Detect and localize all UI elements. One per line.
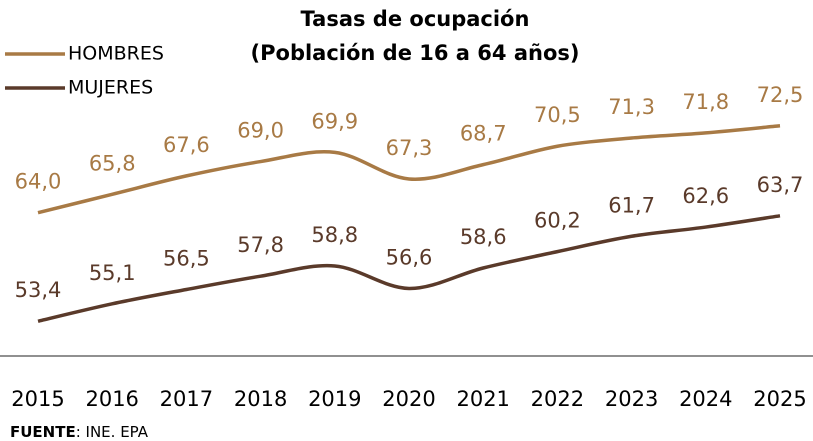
x-tick-label: 2023 [605,387,658,411]
line [37,214,781,323]
legend-label: HOMBRES [68,43,164,65]
source: FUENTE: INE. EPA [10,423,149,441]
data-label: 53,4 [15,278,62,302]
source-label: FUENTE [10,423,76,441]
x-tick-label: 2017 [160,387,213,411]
x-tick-label: 2025 [753,387,806,411]
chart-title: Tasas de ocupación [301,7,530,31]
x-tick-label: 2018 [234,387,287,411]
data-label: 63,7 [757,173,804,197]
data-label: 62,6 [682,184,729,208]
data-label: 58,6 [460,225,507,249]
chart-subtitle: (Población de 16 a 64 años) [251,41,580,65]
data-label: 56,5 [163,246,210,270]
data-label: 61,7 [608,193,655,217]
source-text: : INE. EPA [76,423,149,441]
legend-label: MUJERES [68,77,153,99]
data-label: 64,0 [15,170,62,194]
data-label: 72,5 [757,83,804,107]
data-label: 67,6 [163,133,210,157]
data-label: 56,6 [386,245,433,269]
x-tick-label: 2020 [382,387,435,411]
x-tick-label: 2021 [456,387,509,411]
data-label: 69,0 [237,119,284,143]
x-tick-label: 2016 [85,387,138,411]
x-tick-label: 2022 [531,387,584,411]
data-label: 57,8 [237,233,284,257]
data-label: 60,2 [534,209,581,233]
x-tick-label: 2024 [679,387,732,411]
data-label: 68,7 [460,122,507,146]
data-label: 71,3 [608,95,655,119]
data-label: 67,3 [386,136,433,160]
data-label: 71,8 [682,90,729,114]
data-label: 55,1 [89,261,136,285]
data-label: 58,8 [311,223,358,247]
x-tick-label: 2019 [308,387,361,411]
data-label: 70,5 [534,103,581,127]
line [37,124,781,215]
data-label: 69,9 [311,109,358,133]
x-tick-label: 2015 [11,387,64,411]
data-label: 65,8 [89,151,136,175]
